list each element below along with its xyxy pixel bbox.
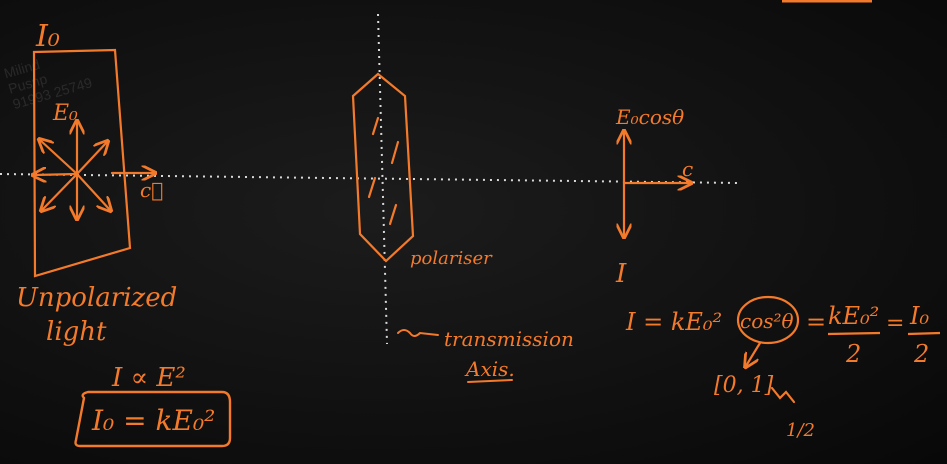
transmission-label: transmission: [444, 327, 574, 351]
velocity-label-left: c⃗: [140, 178, 163, 202]
result-denominator: 2: [913, 340, 929, 368]
cos-average-label: 1/2: [786, 420, 815, 441]
polariser: [351, 72, 415, 263]
boxed-formula-frame: [74, 390, 232, 448]
proportionality-formula: I ∝ E²: [111, 363, 186, 393]
cos-range-label: [0, 1]: [714, 373, 774, 398]
unpolarized-label: Unpolarized: [16, 283, 177, 313]
amplitude-label: E₀: [52, 101, 78, 126]
field-vector: [75, 172, 110, 210]
equals-sign: =: [886, 311, 904, 336]
axis-label: Axis.: [464, 357, 515, 381]
initial-intensity-label: I₀: [35, 19, 60, 54]
fraction-denominator: 2: [845, 340, 861, 368]
optical-axis: [0, 173, 741, 184]
fraction-bar: [907, 331, 941, 336]
transmission-underline: [467, 379, 513, 383]
fraction-bar: [827, 331, 881, 336]
field-vector: [34, 174, 79, 175]
transmission-pointer: [397, 329, 439, 337]
polariser-label: polariser: [410, 248, 493, 269]
malus-law-circled: cos²θ: [740, 309, 794, 333]
field-vector: [75, 142, 107, 176]
equals-sign: =: [806, 308, 826, 336]
field-vector: [40, 140, 79, 176]
boxed-formula: I₀ = kE₀²: [91, 404, 215, 437]
velocity-label-right: c: [682, 157, 693, 181]
fraction-numerator: kE₀²: [828, 302, 879, 330]
intensity-label: I: [615, 259, 627, 289]
average-pointer: [770, 386, 796, 404]
unpolarized-light-plate: [34, 48, 154, 278]
result-numerator: I₀: [909, 302, 929, 330]
field-vector: [42, 172, 79, 210]
malus-law-left: I = kE₀²: [625, 308, 722, 336]
range-pointer: [746, 341, 762, 366]
light-label: light: [46, 317, 107, 347]
cos-squared-circle: [736, 295, 800, 345]
component-label: E₀cosθ: [615, 105, 684, 129]
